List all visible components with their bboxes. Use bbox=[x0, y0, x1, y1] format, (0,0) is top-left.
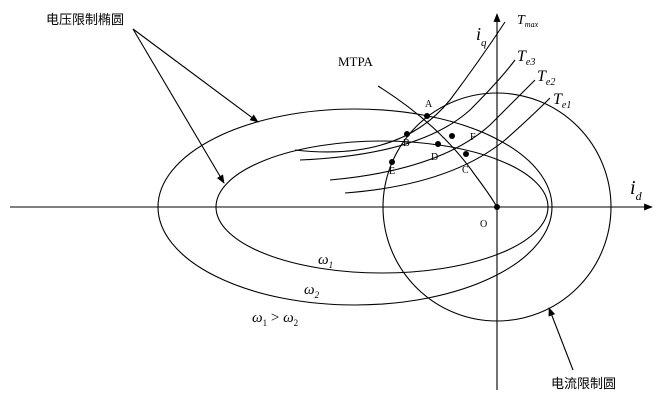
point-o-label: O bbox=[480, 219, 487, 230]
omega-relation-label: ω1 > ω2 bbox=[252, 310, 298, 328]
voltage-ellipse-outer bbox=[157, 108, 553, 306]
point-b-dot bbox=[404, 131, 410, 137]
tmax-label: Tmax bbox=[517, 13, 539, 29]
mtpa-label: MTPA bbox=[338, 54, 374, 69]
point-c-label: C bbox=[462, 165, 469, 176]
point-f-dot bbox=[449, 133, 455, 139]
mtpa-curve bbox=[377, 85, 498, 208]
torque-tmax-curve bbox=[294, 21, 506, 153]
current-circle-arrow bbox=[548, 307, 574, 371]
point-a-dot bbox=[424, 113, 430, 119]
omega1-label: ω1 bbox=[318, 252, 333, 270]
te2-label: Te2 bbox=[537, 68, 555, 88]
voltage-ellipse-label: 电压限制椭圆 bbox=[46, 12, 124, 28]
point-b-label: B bbox=[403, 138, 410, 149]
current-circle-label: 电流限制圆 bbox=[551, 377, 616, 392]
te1-label: Te1 bbox=[553, 91, 571, 111]
voltage-ellipse-arrow-inner bbox=[132, 28, 225, 184]
torque-te3-curve bbox=[299, 59, 516, 161]
point-a-label: A bbox=[425, 99, 433, 110]
torque-te2-curve bbox=[329, 79, 536, 181]
torque-te1-curve bbox=[344, 97, 551, 194]
omega2-label: ω2 bbox=[304, 282, 320, 300]
voltage-ellipse-arrow-outer bbox=[132, 28, 259, 123]
point-e-label: E bbox=[389, 166, 395, 177]
current-limit-circle bbox=[382, 92, 612, 322]
voltage-ellipse-inner bbox=[215, 140, 549, 274]
point-d-dot bbox=[435, 141, 441, 147]
id-axis-label: id bbox=[630, 177, 643, 203]
point-d-label: D bbox=[431, 152, 438, 163]
point-f-label: F bbox=[470, 132, 476, 143]
point-e-dot bbox=[389, 159, 395, 165]
point-c-dot bbox=[463, 151, 469, 157]
te3-label: Te3 bbox=[517, 48, 535, 68]
point-o-dot bbox=[494, 204, 500, 210]
iq-axis-label: iq bbox=[476, 24, 487, 49]
